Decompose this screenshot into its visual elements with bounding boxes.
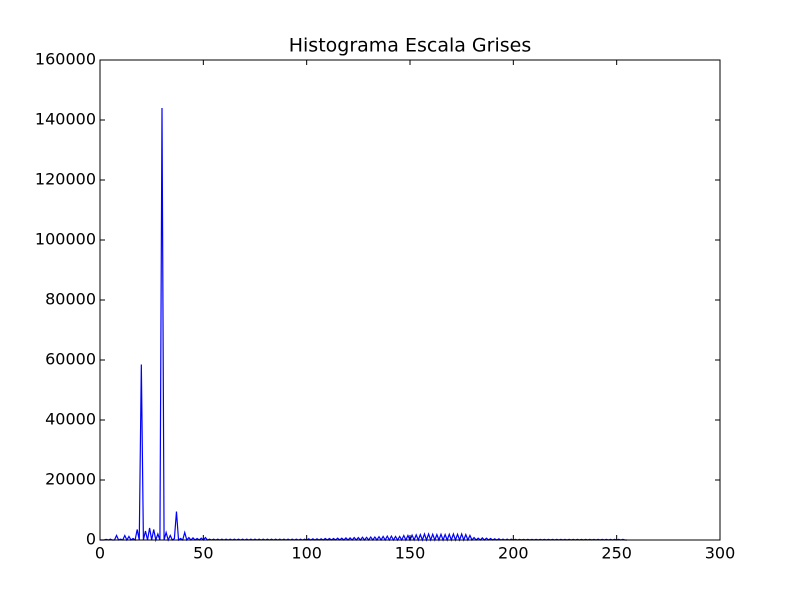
x-tick-label: 100 — [291, 544, 322, 563]
y-tick-label: 160000 — [35, 50, 96, 69]
x-tick-label: 200 — [498, 544, 529, 563]
x-tick-label: 50 — [193, 544, 213, 563]
y-tick-label: 40000 — [45, 410, 96, 429]
y-tick-label: 120000 — [35, 170, 96, 189]
y-tick-label: 80000 — [45, 290, 96, 309]
y-tick-label: 60000 — [45, 350, 96, 369]
x-tick-label: 300 — [705, 544, 736, 563]
chart-title: Histograma Escala Grises — [289, 35, 532, 57]
y-tick-label: 140000 — [35, 110, 96, 129]
y-tick-label: 20000 — [45, 470, 96, 489]
y-tick-label: 100000 — [35, 230, 96, 249]
y-tick-label: 0 — [86, 530, 96, 549]
x-tick-label: 0 — [95, 544, 105, 563]
x-tick-label: 250 — [601, 544, 632, 563]
plot-frame — [99, 59, 721, 541]
x-tick-label: 150 — [395, 544, 426, 563]
